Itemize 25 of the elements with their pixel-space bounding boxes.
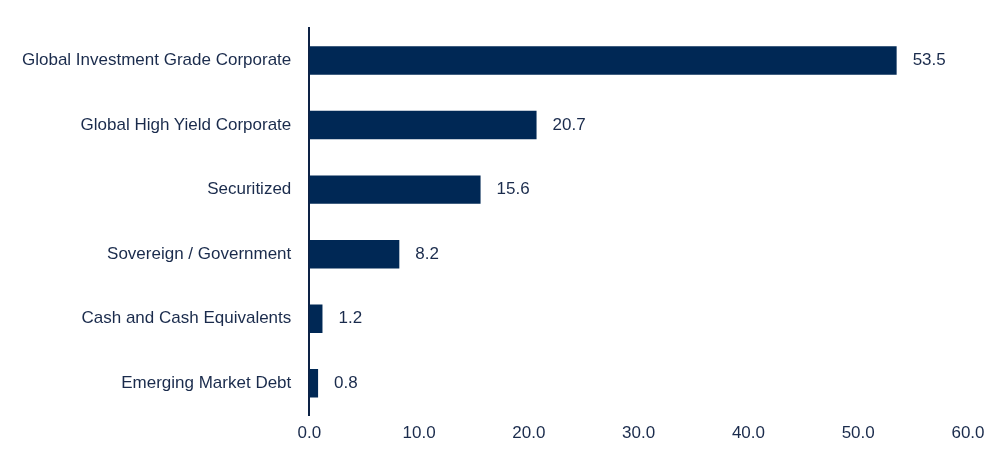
y-tick-label: Global High Yield Corporate <box>80 114 292 134</box>
x-tick-label: 10.0 <box>402 423 436 443</box>
y-tick-label: Emerging Market Debt <box>121 373 292 392</box>
data-label: 15.6 <box>496 179 530 199</box>
y-tick-label: Securitized <box>207 179 292 199</box>
x-tick-label: 20.0 <box>512 423 546 443</box>
bar <box>309 46 897 75</box>
x-tick-label: 60.0 <box>951 423 985 443</box>
bar <box>309 304 323 333</box>
data-label: 20.7 <box>552 114 586 134</box>
y-tick-label: Global Investment Grade Corporate <box>21 50 292 70</box>
bar <box>309 110 537 140</box>
data-label: 53.5 <box>912 50 946 70</box>
data-label: 8.2 <box>415 243 439 263</box>
bar <box>309 175 481 204</box>
bar <box>309 239 400 269</box>
y-tick-label: Cash and Cash Equivalents <box>81 308 292 328</box>
bar <box>309 369 319 398</box>
x-tick-label: 40.0 <box>731 423 765 443</box>
x-tick-label: 30.0 <box>622 423 656 443</box>
x-tick-label: 0.0 <box>297 423 322 443</box>
x-tick-label: 50.0 <box>841 423 875 443</box>
data-label: 0.8 <box>334 373 358 392</box>
y-tick-label: Sovereign / Government <box>107 243 292 263</box>
data-label: 1.2 <box>338 308 363 328</box>
